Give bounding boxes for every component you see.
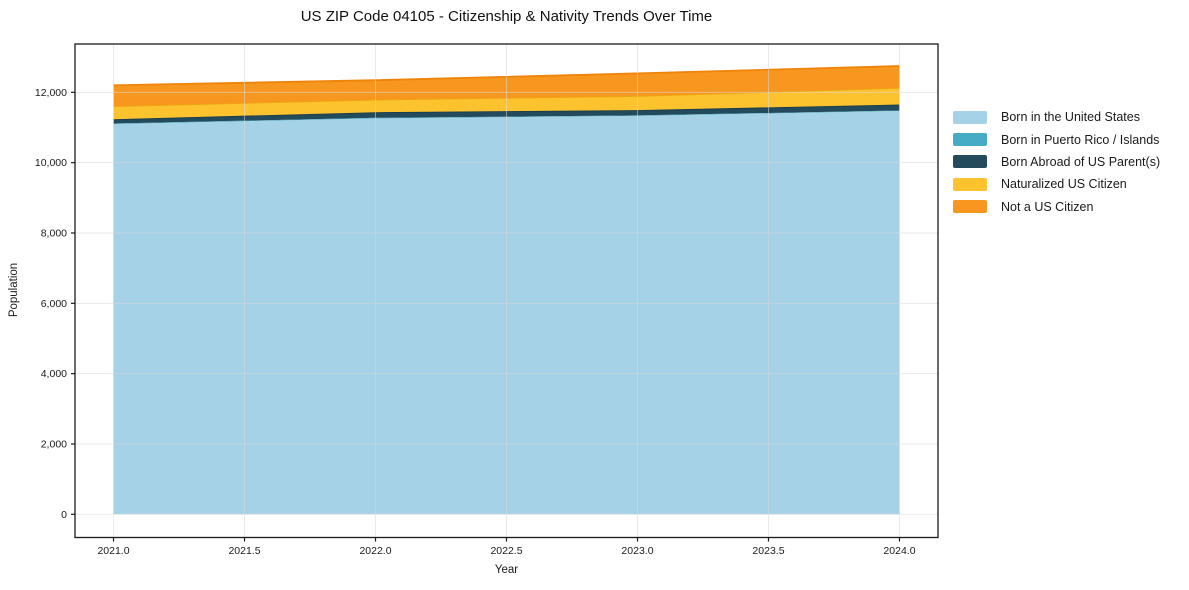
legend-item-puerto-rico: Born in Puerto Rico / Islands <box>953 128 1160 150</box>
x-tick-label: 2022.5 <box>490 545 522 557</box>
legend-item-born-us: Born in the United States <box>953 106 1160 128</box>
gridlines <box>75 44 938 538</box>
legend-item-naturalized: Naturalized US Citizen <box>953 173 1160 195</box>
x-tick-label: 2023.0 <box>621 545 653 557</box>
x-tick-label: 2022.0 <box>359 545 391 557</box>
axes: 2021.0 2021.5 2022.0 2022.5 2023.0 2023.5 2024… <box>35 43 939 557</box>
legend: Born in the United States Born in Puerto… <box>953 106 1160 218</box>
x-tick-label: 2023.5 <box>752 545 784 557</box>
x-axis-label: Year <box>494 564 519 576</box>
legend-label: Naturalized US Citizen <box>1001 177 1127 192</box>
y-tick-label: 0 <box>61 509 67 521</box>
legend-label: Born in the United States <box>1001 110 1140 125</box>
legend-label: Not a US Citizen <box>1001 199 1094 214</box>
y-tick-label: 8,000 <box>41 227 67 239</box>
legend-swatch-puerto-rico-icon <box>953 133 987 147</box>
x-tick-label: 2021.0 <box>97 545 129 557</box>
legend-swatch-naturalized-icon <box>953 177 987 191</box>
y-tick-label: 6,000 <box>41 298 67 310</box>
legend-swatch-born-us-icon <box>953 110 987 124</box>
legend-label: Born in Puerto Rico / Islands <box>1001 132 1160 147</box>
x-tick-label: 2024.0 <box>883 545 915 557</box>
legend-swatch-not-citizen-icon <box>953 200 987 214</box>
legend-item-not-citizen: Not a US Citizen <box>953 196 1160 218</box>
y-tick-label: 10,000 <box>35 157 67 169</box>
y-tick-label: 2,000 <box>41 438 67 450</box>
y-tick-label: 4,000 <box>41 368 67 380</box>
legend-item-born-abroad: Born Abroad of US Parent(s) <box>953 151 1160 173</box>
chart-title: US ZIP Code 04105 - Citizenship & Nativi… <box>300 8 713 25</box>
legend-swatch-born-abroad-icon <box>953 155 987 169</box>
y-axis-label: Population <box>8 262 20 318</box>
legend-label: Born Abroad of US Parent(s) <box>1001 154 1161 169</box>
x-tick-label: 2021.5 <box>228 545 260 557</box>
y-tick-label: 12,000 <box>35 87 67 99</box>
